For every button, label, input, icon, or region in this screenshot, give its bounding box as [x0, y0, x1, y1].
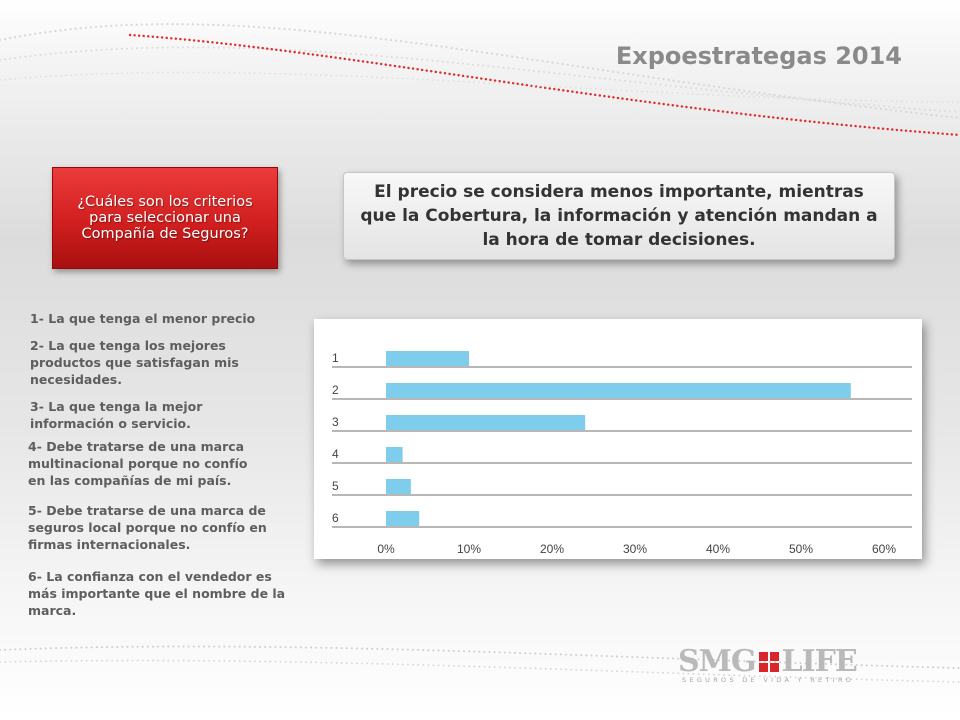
x-tick-label: 50% — [789, 542, 813, 556]
bar — [386, 511, 420, 526]
bar — [386, 447, 403, 462]
brand-logo: SMG LIFE — [678, 644, 858, 679]
category-label: 4 — [332, 447, 339, 461]
x-tick-label: 30% — [623, 542, 647, 556]
bar — [386, 351, 469, 366]
x-tick-label: 10% — [457, 542, 481, 556]
logo-text-right: LIFE — [781, 644, 858, 679]
category-label: 3 — [332, 415, 339, 429]
option-item: 3- La que tenga la mejor información o s… — [30, 399, 203, 431]
bar — [386, 479, 411, 494]
option-item: 5- Debe tratarse de una marca de seguros… — [28, 503, 267, 552]
statement-box: El precio se considera menos importante,… — [343, 172, 895, 260]
logo-tagline: SEGUROS DE VIDA Y RETIRO — [682, 676, 855, 684]
x-tick-label: 40% — [706, 542, 730, 556]
logo-cross-icon — [758, 651, 779, 672]
option-item: 4- Debe tratarse de una marca multinacio… — [28, 439, 248, 488]
x-tick-label: 20% — [540, 542, 564, 556]
question-text: ¿Cuáles son los criterios para seleccion… — [77, 194, 253, 242]
question-box: ¿Cuáles son los criterios para seleccion… — [52, 167, 278, 269]
category-label: 1 — [332, 351, 339, 365]
bar — [386, 415, 586, 430]
option-item: 2- La que tenga los mejores productos qu… — [30, 338, 239, 387]
logo-text-left: SMG — [678, 644, 756, 679]
statement-text: El precio se considera menos importante,… — [360, 182, 878, 250]
option-item: 6- La confianza con el vendedor es más i… — [28, 569, 286, 618]
page-title: Expoestrategas 2014 — [615, 42, 902, 70]
category-label: 5 — [332, 479, 339, 493]
chart-card: 1 2 3 4 5 6 0% 10% 20% 30% 40% 50% 60% — [314, 319, 922, 559]
x-tick-label: 60% — [872, 542, 896, 556]
bar — [386, 383, 851, 398]
option-item: 1- La que tenga el menor precio — [30, 311, 256, 326]
category-label: 6 — [332, 511, 339, 525]
category-label: 2 — [332, 383, 339, 397]
x-tick-label: 0% — [377, 542, 395, 556]
